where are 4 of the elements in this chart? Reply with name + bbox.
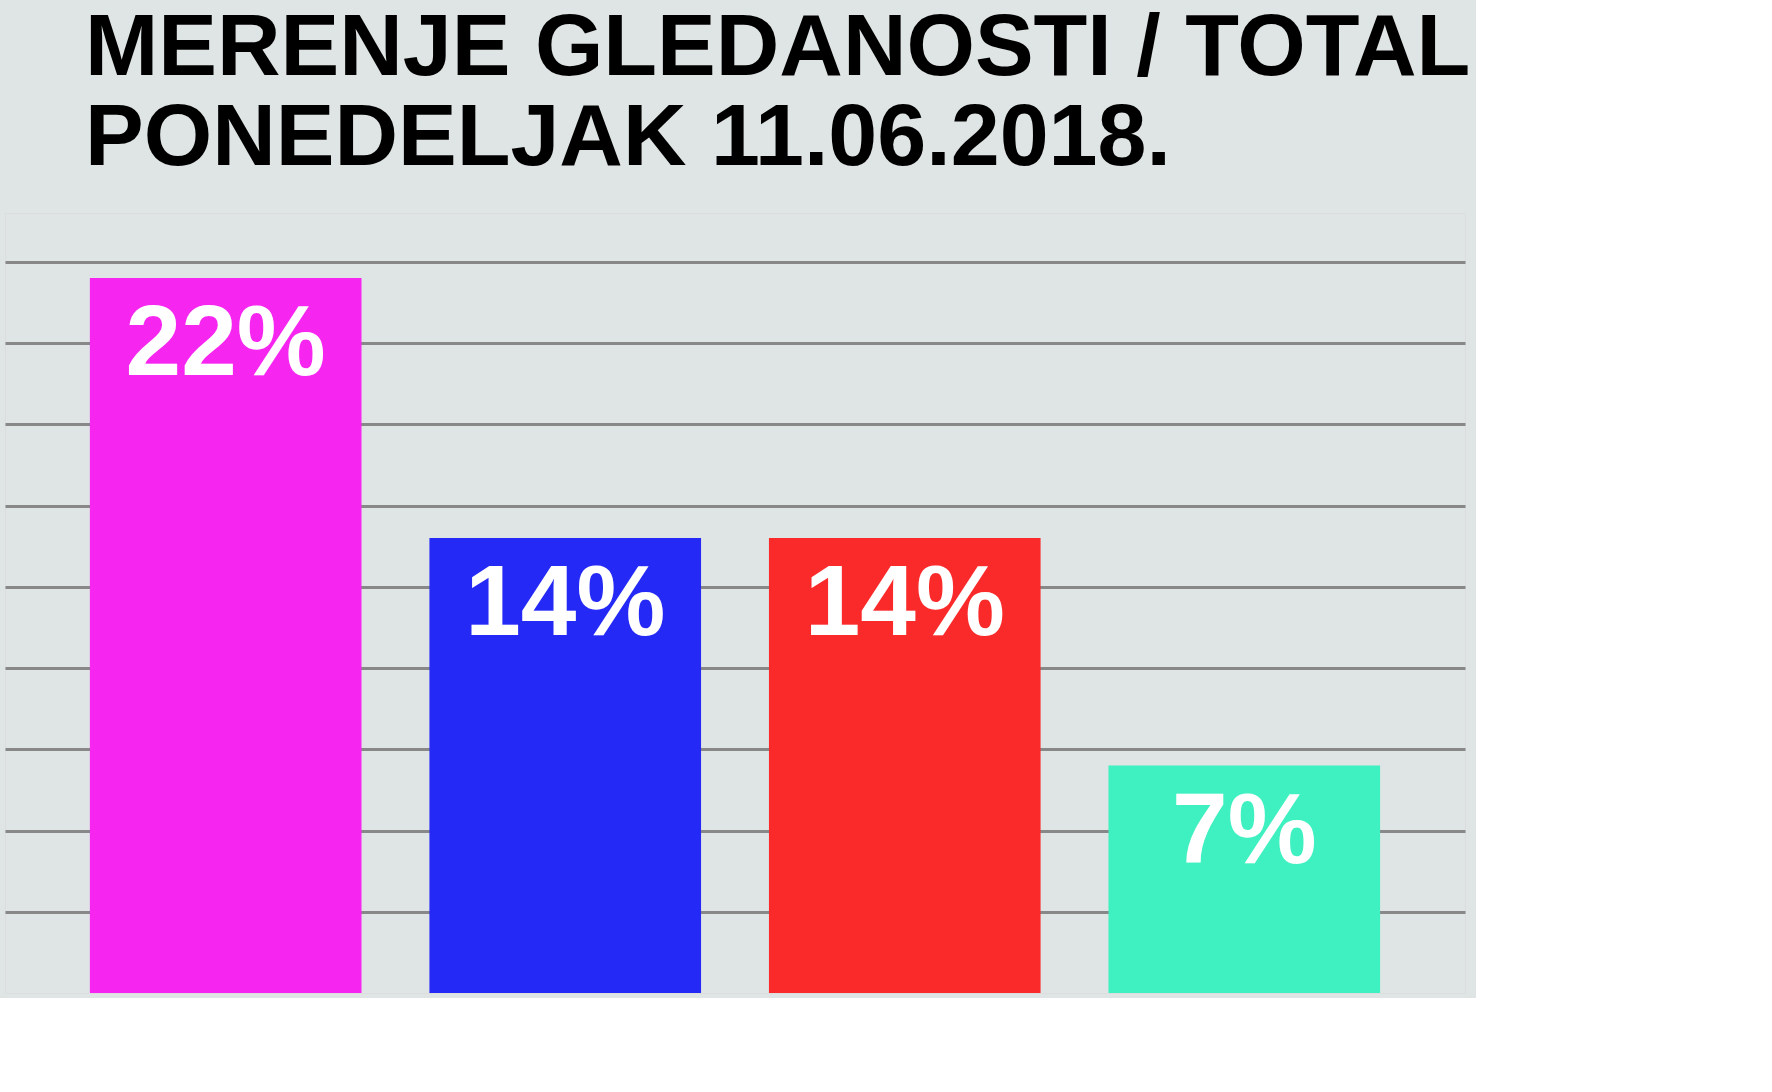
data-label: 14% [465,544,666,656]
data-label: 7% [1172,771,1317,884]
data-label: 14% [804,544,1005,656]
data-label: 22% [125,284,326,396]
